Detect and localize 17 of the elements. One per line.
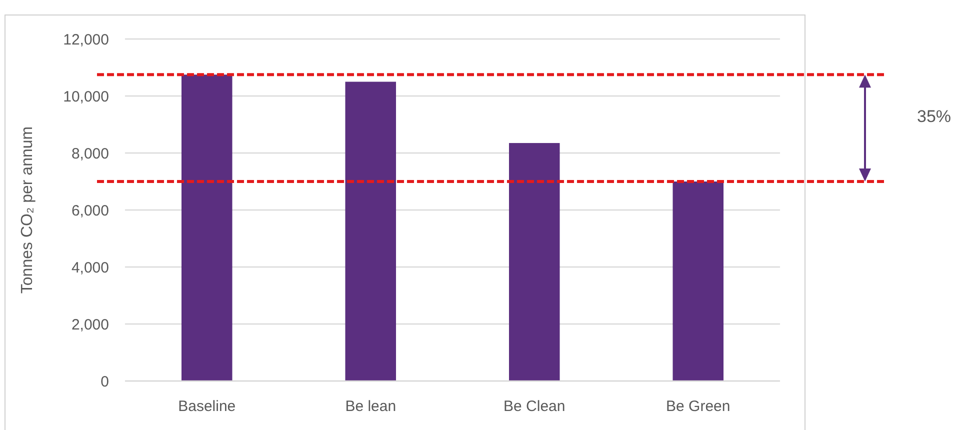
x-tick-label: Baseline — [178, 398, 236, 415]
bar — [672, 182, 724, 381]
y-tick-label: 10,000 — [63, 88, 109, 106]
y-tick-label: 0 — [100, 373, 109, 390]
bar — [181, 74, 232, 381]
y-tick-label: 12,000 — [63, 31, 109, 48]
y-tick-label: 2,000 — [71, 316, 109, 334]
text: 35% — [916, 107, 952, 126]
x-tick-label: Be Green — [666, 398, 730, 415]
y-tick-label: 6,000 — [71, 202, 109, 220]
x-tick-label: Be lean — [345, 398, 396, 415]
bar — [508, 143, 560, 381]
y-tick-label: 4,000 — [71, 259, 109, 276]
bar — [345, 82, 396, 381]
y-tick-label: 8,000 — [71, 145, 109, 162]
x-tick-label: Be Clean — [504, 398, 566, 415]
y-axis-title: Tonnes CO₂ per annum — [19, 126, 36, 294]
